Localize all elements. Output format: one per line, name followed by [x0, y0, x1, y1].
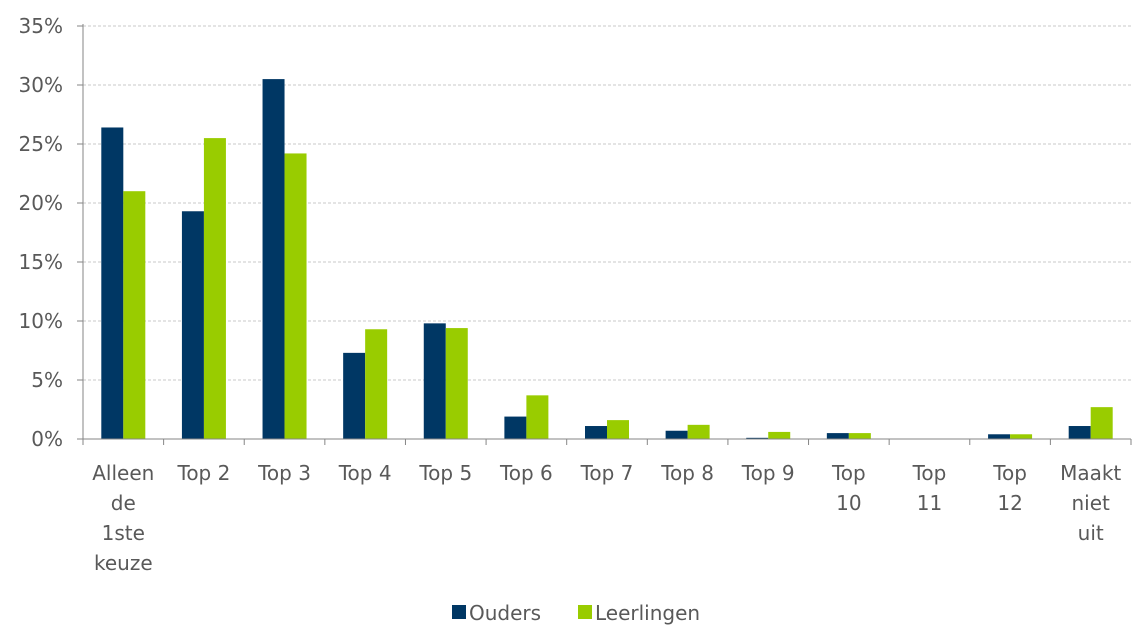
bar-ouders-9 [826, 433, 849, 439]
gridlines [83, 25, 1131, 381]
y-tick-label: 20% [19, 191, 63, 215]
bar-ouders-1 [181, 211, 204, 439]
bar-leerlingen-11 [1010, 434, 1033, 439]
x-tick-label-line: 11 [917, 491, 942, 515]
x-tick-label-line: uit [1078, 521, 1104, 545]
y-tick-label: 10% [19, 309, 63, 333]
bar-leerlingen-4 [445, 328, 468, 439]
x-tick-label-line: keuze [94, 551, 153, 575]
x-tick-label-line: de [111, 491, 136, 515]
x-tick-label: Top 3 [257, 461, 311, 485]
bars [101, 79, 1113, 439]
bar-ouders-2 [262, 79, 285, 439]
x-tick-label: Top 2 [177, 461, 231, 485]
x-tick-label-line: niet [1071, 491, 1110, 515]
bar-ouders-6 [585, 426, 607, 439]
bar-ouders-7 [665, 430, 688, 439]
x-tick-label-line: Top [831, 461, 866, 485]
bar-ouders-5 [504, 416, 527, 439]
legend-swatch-leerlingen [578, 605, 592, 619]
x-tick-label-line: Top 6 [499, 461, 553, 485]
bar-ouders-0 [101, 127, 124, 439]
x-axis-labels: Alleen de 1ste keuze Top 2 Top 3 Top 4 Top 5 Top… [92, 461, 1121, 575]
legend-label-leerlingen: Leerlingen [595, 601, 700, 625]
bar-leerlingen-8 [768, 431, 791, 439]
x-tick-label: Top 10 [831, 461, 866, 515]
x-tick-label: Top 11 [912, 461, 947, 515]
x-tick-label: Top 9 [741, 461, 795, 485]
x-tick-label-line: 10 [836, 491, 861, 515]
legend-swatch-ouders [452, 605, 466, 619]
legend: Ouders Leerlingen [452, 601, 700, 625]
y-axis-ticks: 0% 5% 10% 15% 20% 25% 30% 35% [19, 14, 83, 451]
bar-leerlingen-6 [607, 420, 629, 439]
x-tick-label-line: Top [912, 461, 947, 485]
bar-leerlingen-0 [123, 191, 146, 439]
bar-leerlingen-9 [848, 433, 871, 439]
bar-leerlingen-7 [687, 424, 710, 439]
x-tick-label-line: Alleen [92, 461, 154, 485]
x-tick-label-line: 12 [997, 491, 1022, 515]
x-tick-label-line: Top [992, 461, 1027, 485]
y-tick-label: 30% [19, 73, 63, 97]
y-tick-label: 0% [31, 427, 63, 451]
x-tick-label: Top 8 [660, 461, 714, 485]
x-tick-label: Top 12 [992, 461, 1027, 515]
bar-leerlingen-1 [203, 138, 226, 439]
x-tick-label-line: Top 7 [580, 461, 634, 485]
y-tick-label: 5% [31, 368, 63, 392]
legend-label-ouders: Ouders [469, 601, 541, 625]
axes [82, 24, 1132, 445]
bar-leerlingen-5 [526, 395, 549, 439]
x-tick-label-line: Top 3 [257, 461, 311, 485]
y-tick-label: 25% [19, 132, 63, 156]
bar-ouders-11 [988, 434, 1011, 439]
bar-leerlingen-12 [1090, 407, 1113, 439]
bar-ouders-12 [1068, 426, 1091, 439]
x-tick-label-line: Top 8 [660, 461, 714, 485]
x-tick-label: Top 6 [499, 461, 553, 485]
x-tick-label-line: Top 5 [418, 461, 472, 485]
bar-ouders-4 [423, 323, 446, 439]
bar-leerlingen-2 [284, 153, 307, 439]
x-tick-label-line: Top 4 [338, 461, 392, 485]
bar-leerlingen-3 [365, 329, 388, 439]
x-tick-label: Top 5 [418, 461, 472, 485]
x-tick-label-line: Top 9 [741, 461, 795, 485]
x-tick-label-line: Top 2 [177, 461, 231, 485]
x-tick-label-line: Maakt [1060, 461, 1121, 485]
bar-ouders-8 [746, 437, 769, 439]
y-tick-label: 35% [19, 14, 63, 38]
x-tick-label-line: 1ste [102, 521, 145, 545]
x-tick-label: Maakt niet uit [1060, 461, 1121, 545]
bar-ouders-3 [343, 352, 366, 439]
x-tick-label: Top 7 [580, 461, 634, 485]
x-tick-label: Alleen de 1ste keuze [92, 461, 154, 575]
x-tick-label: Top 4 [338, 461, 392, 485]
y-tick-label: 15% [19, 250, 63, 274]
